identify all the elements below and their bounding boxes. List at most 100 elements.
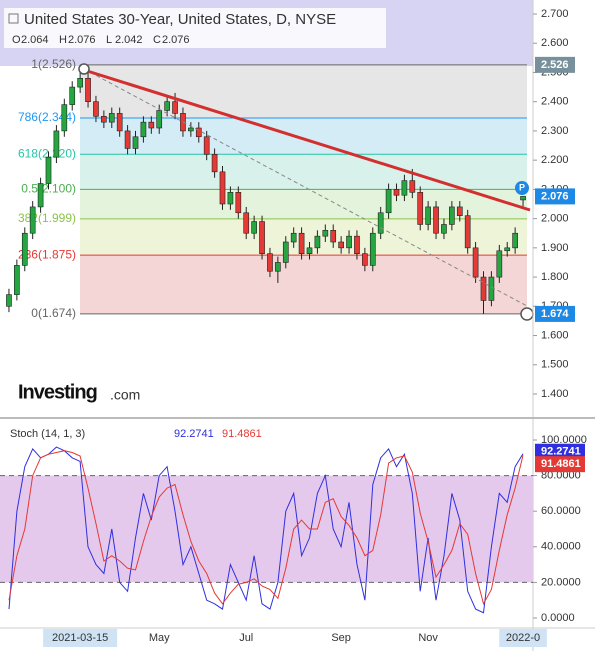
candle-body [219,171,226,205]
candle-body [346,235,352,249]
candle-body [29,206,36,234]
candle-body [282,241,289,263]
candle-body [417,192,424,225]
ohlc-key: O [12,34,21,46]
candle-body [164,101,170,111]
header-box [4,8,386,48]
stochastic [0,446,533,614]
candle-body [132,136,139,149]
candle-body [401,180,408,196]
fib-label: 786(2.344) [18,110,76,124]
candle-body [425,206,431,225]
candle-body [354,235,360,254]
candle-body [267,253,273,272]
fib-label: 382(1.999) [18,211,76,225]
candle-body [504,247,511,252]
candle-body [172,101,178,114]
stoch-band [0,475,533,583]
y-tick-label: 60.0000 [541,505,581,517]
candle-body [496,250,503,278]
candle-body [140,121,147,138]
watermark: Investing [18,381,97,403]
candle-body [362,253,368,266]
handle[interactable] [520,307,534,321]
candle-body [472,247,479,278]
candle-body [243,212,250,234]
candle-body [188,127,194,132]
stoch-badge [535,456,585,473]
candle-body [6,294,12,307]
candle-body [156,110,163,129]
candle-body [369,232,376,266]
candle-body [85,78,91,102]
candle-body [338,241,344,249]
candle-body [441,224,447,234]
date-highlight [43,629,118,647]
fib-zone [80,64,527,119]
collapse-icon[interactable] [8,13,19,24]
fib-label: 618(2.220) [18,146,76,160]
x-tick-label: Sep [331,632,351,644]
stoch-value: 92.2741 [174,428,214,440]
candle-body [235,192,242,214]
y-tick-label: 2.300 [541,125,569,137]
candle-body [464,215,471,249]
stoch-title: Stoch (14, 1, 3) [10,428,85,440]
fib-label: 0(1.674) [31,306,76,320]
candle-body [385,189,392,214]
candle-body [93,101,99,117]
candle-body [37,183,44,208]
fib-zone [80,118,527,155]
candle-body [409,180,416,193]
candle-body [488,276,495,301]
ohlc-value: 2.076 [68,34,96,46]
fib-zone [80,154,527,190]
y-tick-label: 1.400 [541,388,569,400]
p-badge[interactable] [515,181,529,195]
stoch-line [8,450,524,606]
candle-body [259,221,265,254]
y-tick-label: 2.400 [541,96,569,108]
candle-body [61,104,68,132]
stoch-badge [535,443,585,460]
price-badge-label: 2.076 [541,190,569,202]
y-tick-label: 20.0000 [541,576,581,588]
y-tick-label: 2.700 [541,8,569,20]
y-tick-label: 1.900 [541,242,569,254]
candle-body [45,156,52,184]
x-tick-label: 2021-03-15 [52,632,108,644]
stoch-line [8,446,524,614]
candle-body [251,221,257,234]
price-badge [535,305,575,322]
candle-body [314,235,321,249]
y-tick-label: 1.600 [541,329,569,341]
candle-body [77,78,83,88]
candle-body [21,232,28,266]
ohlc-key: L [106,34,112,46]
candle-body [227,192,234,205]
trend-line[interactable] [83,68,531,212]
price-badge-label: 1.674 [541,308,569,320]
candle-body [512,232,518,249]
stoch-value: 91.4861 [222,428,262,440]
handle[interactable] [78,63,90,75]
candle-body [377,212,384,234]
y-tick-label: 40.0000 [541,541,581,553]
candle-body [203,136,210,155]
fib-label: 236(1.875) [18,247,76,261]
x-tick-label: Nov [418,632,438,644]
candle-body [298,232,305,254]
candle-body [108,113,115,123]
candle-body [124,130,131,149]
candle-body [480,276,487,301]
ohlc-value: 2.076 [162,34,190,46]
date-highlight [499,629,547,647]
candle-body [393,189,400,196]
candle-body [449,206,455,225]
symbol-title: United States 30-Year, United States, D,… [24,11,336,28]
price-badge-label: 2.526 [541,59,569,71]
x-tick-label: May [149,632,170,644]
candles [6,64,526,314]
y-tick-label: 2.000 [541,213,569,225]
candle-body [101,116,107,123]
